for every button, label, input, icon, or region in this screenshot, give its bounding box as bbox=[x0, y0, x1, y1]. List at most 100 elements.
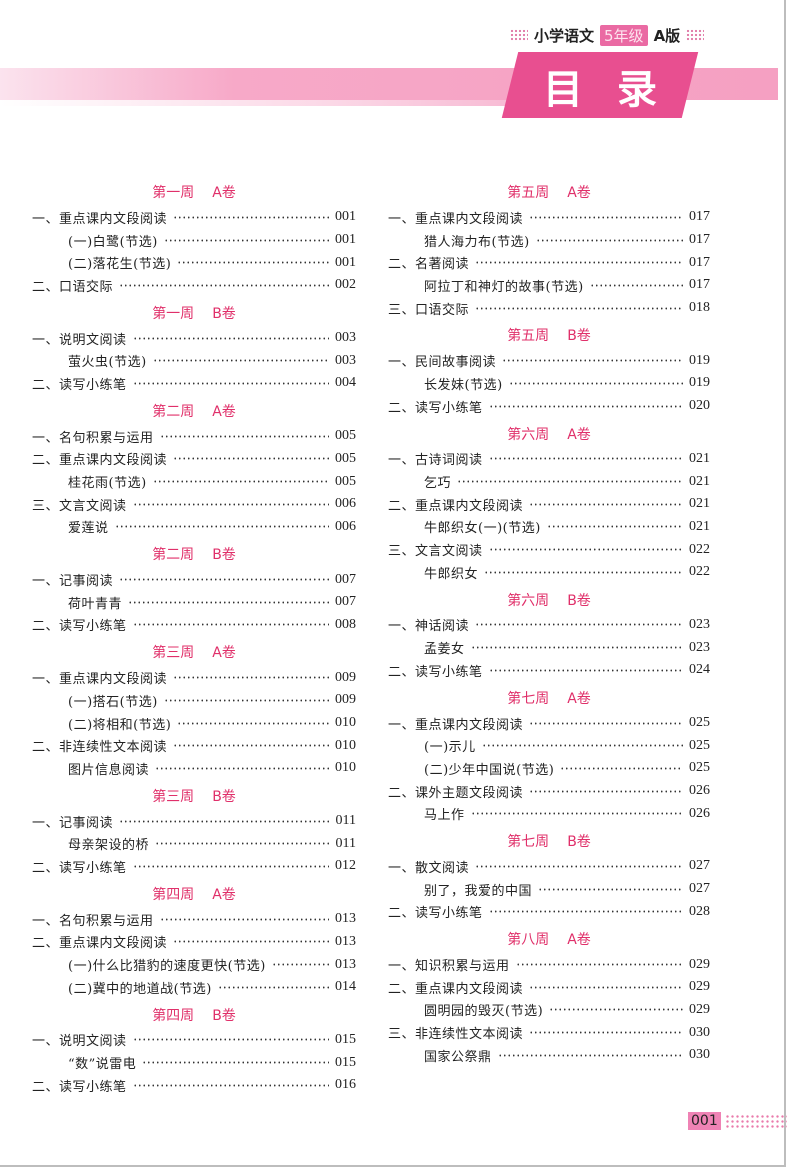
toc-entry[interactable]: 图片信息阅读 010 bbox=[32, 757, 356, 780]
toc-entry[interactable]: (二)少年中国说(节选) 025 bbox=[388, 757, 710, 780]
toc-entry[interactable]: 三、文言文阅读 022 bbox=[388, 538, 710, 561]
section-vol: A卷 bbox=[212, 886, 236, 903]
dot-leader bbox=[508, 381, 683, 385]
toc-entry[interactable]: (二)落花生(节选) 001 bbox=[32, 251, 356, 274]
toc-entry[interactable]: 萤火虫(节选) 003 bbox=[32, 349, 356, 372]
toc-entry[interactable]: 母亲架设的桥 011 bbox=[32, 832, 356, 855]
toc-entry[interactable]: 猎人海力布(节选) 017 bbox=[388, 229, 710, 252]
entry-page: 013 bbox=[335, 956, 356, 972]
entry-title: (一)什么比猎豹的速度更快(节选) bbox=[68, 959, 266, 975]
toc-entry[interactable]: 一、记事阅读 011 bbox=[32, 810, 356, 833]
toc-entry[interactable]: 马上作 026 bbox=[388, 802, 710, 825]
section-week: 第二周 bbox=[152, 403, 195, 420]
toc-entry[interactable]: 一、古诗词阅读 021 bbox=[388, 448, 710, 471]
entry-page: 017 bbox=[689, 232, 710, 248]
toc-entry[interactable]: 荷叶青青 007 bbox=[32, 591, 356, 614]
toc-entry[interactable]: 牛郎织女 022 bbox=[388, 561, 710, 584]
entry-page: 025 bbox=[689, 760, 710, 776]
entry-title: (二)冀中的地道战(节选) bbox=[68, 981, 212, 997]
toc-entry[interactable]: 一、重点课内文段阅读 025 bbox=[388, 712, 710, 735]
entry-title: 二、口语交际 bbox=[32, 279, 114, 295]
toc-entry[interactable]: 二、读写小练笔 024 bbox=[388, 659, 710, 682]
toc-entry[interactable]: 三、文言文阅读 006 bbox=[32, 493, 356, 516]
dot-leader bbox=[488, 548, 683, 552]
toc-entry[interactable]: 二、重点课内文段阅读 021 bbox=[388, 493, 710, 516]
toc-entry[interactable]: 三、非连续性文本阅读 030 bbox=[388, 1021, 710, 1044]
entry-page: 003 bbox=[335, 330, 356, 346]
toc-entry[interactable]: 二、读写小练笔 016 bbox=[32, 1074, 356, 1097]
entry-page: 005 bbox=[335, 428, 356, 444]
entry-title: 孟姜女 bbox=[424, 642, 465, 658]
section-week: 第四周 bbox=[152, 1007, 195, 1024]
toc-entry[interactable]: (一)搭石(节选) 009 bbox=[32, 689, 356, 712]
toc-entry[interactable]: (一)什么比猎豹的速度更快(节选) 013 bbox=[32, 953, 356, 976]
toc-entry[interactable]: 阿拉丁和神灯的故事(节选) 017 bbox=[388, 274, 710, 297]
toc-entry[interactable]: 一、记事阅读 007 bbox=[32, 568, 356, 591]
dot-leader bbox=[132, 864, 329, 868]
toc-entry[interactable]: 长发妹(节选) 019 bbox=[388, 372, 710, 395]
toc-entry[interactable]: 爱莲说 006 bbox=[32, 516, 356, 539]
entry-title: 一、名句积累与运用 bbox=[32, 913, 154, 929]
toc-entry[interactable]: 二、重点课内文段阅读 005 bbox=[32, 448, 356, 471]
toc-entry[interactable]: “数”说雷电 015 bbox=[32, 1051, 356, 1074]
toc-entry[interactable]: 三、口语交际 018 bbox=[388, 297, 710, 320]
toc-entry[interactable]: (二)冀中的地道战(节选) 014 bbox=[32, 976, 356, 999]
toc-entry[interactable]: 二、读写小练笔 004 bbox=[32, 372, 356, 395]
toc-entry[interactable]: 一、名句积累与运用 013 bbox=[32, 908, 356, 931]
toc-entry[interactable]: 圆明园的毁灭(节选) 029 bbox=[388, 999, 710, 1022]
toc-entry[interactable]: 一、重点课内文段阅读 009 bbox=[32, 666, 356, 689]
toc-entry[interactable]: 一、重点课内文段阅读 001 bbox=[32, 206, 356, 229]
toc-entry[interactable]: 国家公祭鼎 030 bbox=[388, 1044, 710, 1067]
entry-title: (一)示儿 bbox=[424, 740, 476, 756]
toc-entry[interactable]: (一)白鹭(节选) 001 bbox=[32, 229, 356, 252]
dot-leader bbox=[497, 1053, 683, 1057]
toc-entry[interactable]: 一、知识积累与运用 029 bbox=[388, 953, 710, 976]
section-header: 第八周 A卷 bbox=[388, 925, 710, 953]
entry-page: 015 bbox=[335, 1031, 356, 1047]
entry-page: 019 bbox=[689, 375, 710, 391]
dot-leader bbox=[132, 623, 329, 627]
entry-page: 006 bbox=[335, 518, 356, 534]
entry-title: (二)少年中国说(节选) bbox=[424, 762, 555, 778]
entry-page: 023 bbox=[689, 616, 710, 632]
entry-title: 二、读写小练笔 bbox=[32, 1079, 127, 1095]
toc-entry[interactable]: 一、散文阅读 027 bbox=[388, 855, 710, 878]
toc-entry[interactable]: 一、说明文阅读 003 bbox=[32, 327, 356, 350]
toc-entry[interactable]: 乞巧 021 bbox=[388, 470, 710, 493]
entry-title: 一、名句积累与运用 bbox=[32, 430, 154, 446]
toc-entry[interactable]: 一、说明文阅读 015 bbox=[32, 1029, 356, 1052]
entry-title: 一、记事阅读 bbox=[32, 815, 114, 831]
dot-leader bbox=[560, 766, 683, 770]
dot-leader bbox=[114, 525, 329, 529]
toc-entry[interactable]: 二、读写小练笔 008 bbox=[32, 614, 356, 637]
entry-page: 006 bbox=[335, 496, 356, 512]
section-header: 第三周 A卷 bbox=[32, 638, 356, 666]
toc-entry[interactable]: 二、读写小练笔 020 bbox=[388, 395, 710, 418]
toc-entry[interactable]: 二、课外主题文段阅读 026 bbox=[388, 780, 710, 803]
toc-entry[interactable]: 孟姜女 023 bbox=[388, 636, 710, 659]
toc-entry[interactable]: (一)示儿 025 bbox=[388, 734, 710, 757]
dot-grid-icon bbox=[686, 29, 705, 41]
toc-entry[interactable]: 二、重点课内文段阅读 029 bbox=[388, 976, 710, 999]
toc-entry[interactable]: 二、重点课内文段阅读 013 bbox=[32, 931, 356, 954]
toc-entry[interactable]: 二、读写小练笔 028 bbox=[388, 901, 710, 924]
toc-entry[interactable]: 二、口语交际 002 bbox=[32, 274, 356, 297]
toc-entry[interactable]: 别了，我爱的中国 027 bbox=[388, 878, 710, 901]
toc-entry[interactable]: (二)将相和(节选) 010 bbox=[32, 712, 356, 735]
dot-leader bbox=[475, 623, 683, 627]
toc-entry[interactable]: 一、神话阅读 023 bbox=[388, 614, 710, 637]
toc-entry[interactable]: 桂花雨(节选) 005 bbox=[32, 470, 356, 493]
toc-entry[interactable]: 牛郎织女(一)(节选) 021 bbox=[388, 516, 710, 539]
entry-page: 017 bbox=[689, 277, 710, 293]
toc-entry[interactable]: 二、读写小练笔 012 bbox=[32, 855, 356, 878]
toc-entry[interactable]: 一、重点课内文段阅读 017 bbox=[388, 206, 710, 229]
entry-title: 二、非连续性文本阅读 bbox=[32, 740, 168, 756]
toc-entry[interactable]: 二、非连续性文本阅读 010 bbox=[32, 734, 356, 757]
entry-title: 一、神话阅读 bbox=[388, 619, 470, 635]
toc-column-left: 第一周 A卷 一、重点课内文段阅读 001 (一)白鹭(节选) 001 (二)落花生(节选)… bbox=[32, 176, 356, 1097]
toc-entry[interactable]: 一、名句积累与运用 005 bbox=[32, 425, 356, 448]
toc-entry[interactable]: 二、名著阅读 017 bbox=[388, 251, 710, 274]
section-week: 第五周 bbox=[507, 185, 550, 201]
dot-leader bbox=[515, 963, 683, 967]
toc-entry[interactable]: 一、民间故事阅读 019 bbox=[388, 349, 710, 372]
